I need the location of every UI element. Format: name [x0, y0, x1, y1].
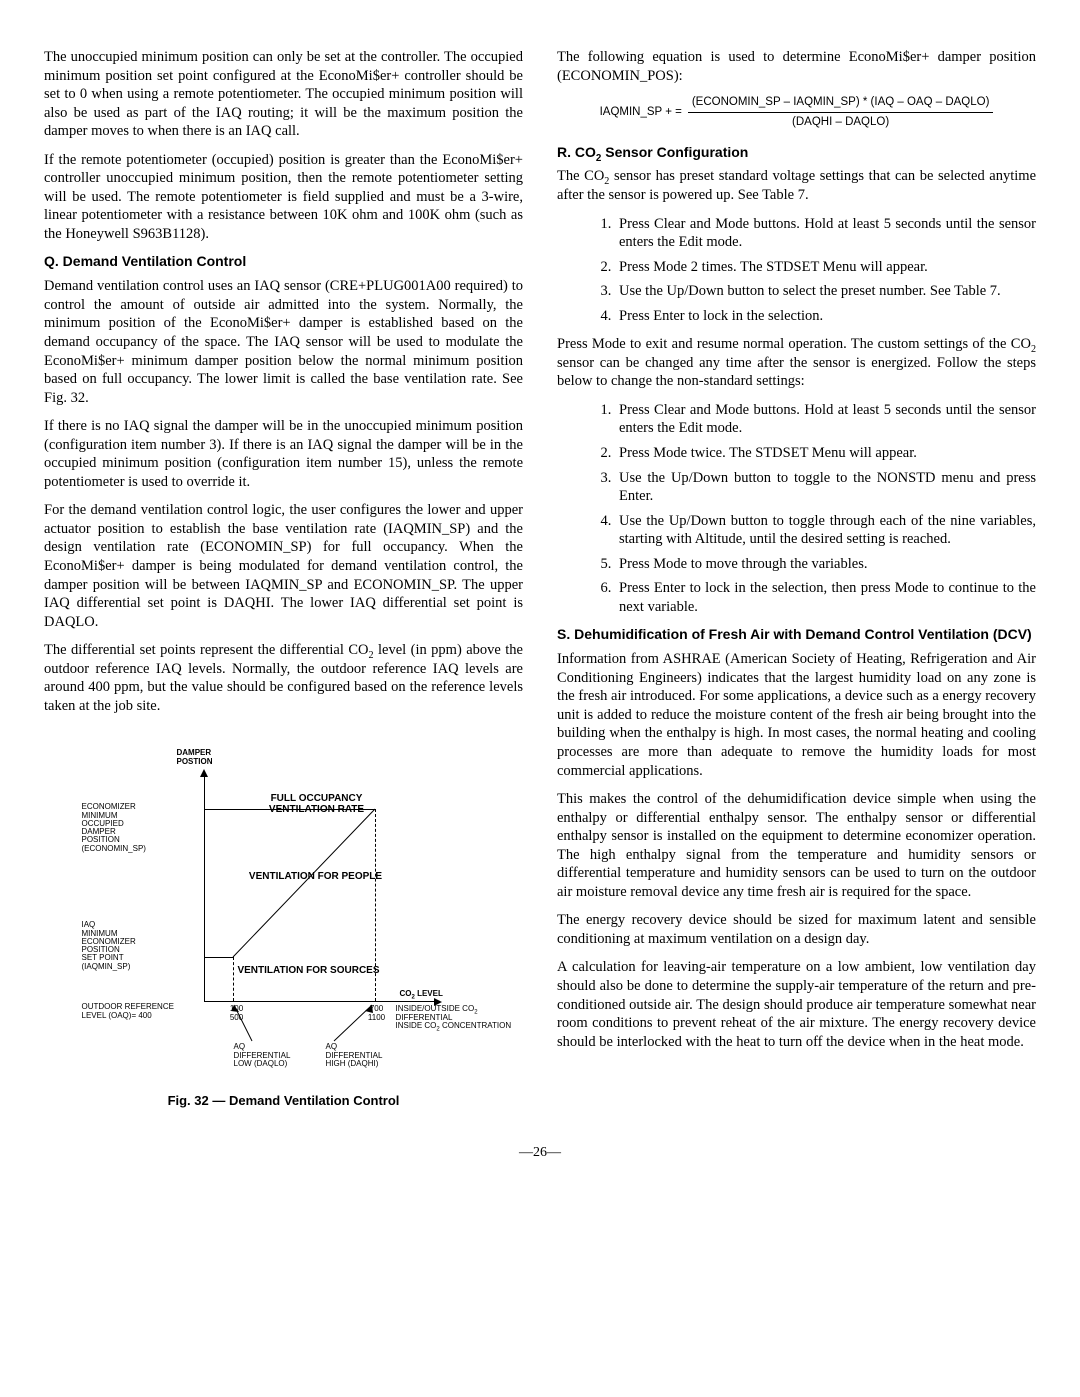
list-item: Press Clear and Mode buttons. Hold at le… [615, 215, 1036, 252]
list-item: Press Mode 2 times. The STDSET Menu will… [615, 258, 1036, 277]
steps-list-2: Press Clear and Mode buttons. Hold at le… [557, 401, 1036, 616]
list-item: Press Enter to lock in the selection. [615, 307, 1036, 326]
para: If the remote potentiometer (occupied) p… [44, 151, 523, 244]
heading-r: R. CO2 Sensor Configuration [557, 144, 1036, 162]
page-number: —26— [44, 1144, 1036, 1162]
region-sources: VENTILATION FOR SOURCES [214, 965, 404, 976]
list-item: Use the Up/Down button to toggle through… [615, 512, 1036, 549]
para: The following equation is used to determ… [557, 48, 1036, 85]
para: This makes the control of the dehumidifi… [557, 790, 1036, 901]
para: Demand ventilation control uses an IAQ s… [44, 277, 523, 407]
figure-32: DAMPER POSTION FULL OCCUPANCY VE [44, 749, 523, 1110]
y-label-top: ECONOMIZER MINIMUM OCCUPIED DAMPER POSIT… [82, 803, 146, 852]
para: The unoccupied minimum position can only… [44, 48, 523, 141]
para: For the demand ventilation control logic… [44, 501, 523, 631]
list-item: Use the Up/Down button to toggle to the … [615, 469, 1036, 506]
axis-y-title: DAMPER POSTION [177, 749, 213, 766]
daqlo-label: AQ DIFFERENTIAL LOW (DAQLO) [234, 1043, 291, 1068]
heading-s: S. Dehumidification of Fresh Air with De… [557, 626, 1036, 644]
para: The differential set points represent th… [44, 641, 523, 715]
para: The energy recovery device should be siz… [557, 911, 1036, 948]
para: If there is no IAQ signal the damper wil… [44, 417, 523, 491]
heading-q: Q. Demand Ventilation Control [44, 253, 523, 271]
y-label-bot: IAQ MINIMUM ECONOMIZER POSITION SET POIN… [82, 921, 136, 970]
region-full: FULL OCCUPANCY VENTILATION RATE [242, 793, 392, 815]
x-axis-title: CO2 LEVEL [400, 989, 443, 999]
para: Information from ASHRAE (American Societ… [557, 650, 1036, 780]
x-ref: OUTDOOR REFERENCE LEVEL (OAQ)= 400 [82, 1003, 174, 1019]
list-item: Use the Up/Down button to select the pre… [615, 282, 1036, 301]
para: A calculation for leaving-air temperatur… [557, 958, 1036, 1051]
list-item: Press Clear and Mode buttons. Hold at le… [615, 401, 1036, 438]
list-item: Press Mode to move through the variables… [615, 555, 1036, 574]
list-item: Press Enter to lock in the selection, th… [615, 579, 1036, 616]
region-people: VENTILATION FOR PEOPLE [226, 871, 406, 882]
daqhi-label: AQ DIFFERENTIAL HIGH (DAQHI) [326, 1043, 383, 1068]
list-item: Press Mode twice. The STDSET Menu will a… [615, 444, 1036, 463]
equation: IAQMIN_SP + = (ECONOMIN_SP – IAQMIN_SP) … [557, 95, 1036, 129]
figure-caption: Fig. 32 — Demand Ventilation Control [44, 1093, 523, 1110]
para: Press Mode to exit and resume normal ope… [557, 335, 1036, 391]
para: The CO2 sensor has preset standard volta… [557, 167, 1036, 204]
steps-list-1: Press Clear and Mode buttons. Hold at le… [557, 215, 1036, 326]
